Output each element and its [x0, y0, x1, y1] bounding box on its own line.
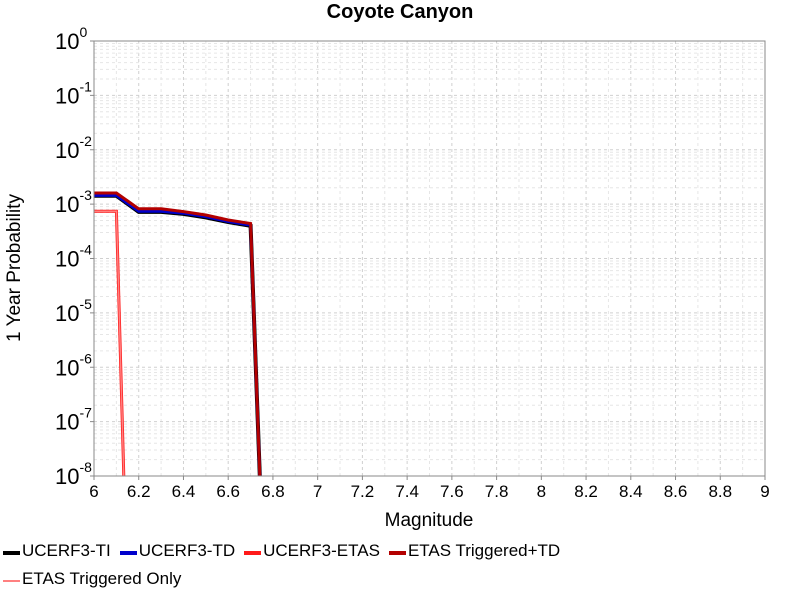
y-tick-label: 100	[55, 24, 87, 54]
chart: Coyote Canyon 6 6.2 6.4 6.6 6.8 7 7.2 7.4 7.6 7.8…	[4, 1, 770, 531]
legend-swatch	[388, 551, 406, 555]
x-tick-label: 8.8	[708, 482, 732, 501]
legend-label: ETAS Triggered+TD	[407, 541, 561, 560]
y-tick-label: 10-8	[55, 459, 92, 489]
x-tick-label: 7.6	[440, 482, 464, 501]
legend-item: UCERF3-ETAS	[241, 541, 380, 561]
y-tick-label: 10-1	[55, 78, 92, 108]
series-line-etas-triggered-only	[94, 210, 125, 476]
y-tick-label: 10-3	[55, 187, 92, 217]
x-tick-label: 6	[89, 482, 98, 501]
x-tick-label: 7.8	[485, 482, 509, 501]
legend-swatch	[3, 551, 20, 555]
grid	[93, 41, 766, 477]
x-tick-label: 8.2	[574, 482, 598, 501]
y-tick-label: 10-4	[55, 242, 92, 272]
chart-title: Coyote Canyon	[327, 1, 474, 23]
x-axis-label: Magnitude	[385, 510, 474, 531]
y-tick-label: 10-7	[55, 405, 92, 435]
y-tick-label: 10-2	[55, 133, 92, 163]
x-tick-label: 6.6	[216, 482, 240, 501]
legend: UCERF3-TI UCERF3-TD UCERF3-ETAS ETAS Tri…	[0, 537, 800, 593]
ticks: 6 6.2 6.4 6.6 6.8 7 7.2 7.4 7.6 7.8 8 8.2 8.4 8.6 8.8 9…	[55, 24, 770, 501]
y-tick-label: 10-6	[55, 350, 92, 380]
legend-swatch	[244, 551, 262, 555]
x-tick-label: 8.6	[664, 482, 688, 501]
legend-label: UCERF3-ETAS	[263, 541, 380, 560]
series-line-ucerf3-td	[94, 193, 262, 476]
legend-label: ETAS Triggered Only	[22, 569, 182, 588]
legend-swatch	[3, 580, 20, 582]
x-tick-label: 6.8	[261, 482, 285, 501]
legend-item: ETAS Triggered Only	[0, 569, 181, 589]
legend-swatch	[119, 551, 137, 555]
x-tick-label: 6.2	[127, 482, 151, 501]
x-tick-label: 7.2	[351, 482, 375, 501]
legend-label: UCERF3-TD	[138, 541, 236, 560]
legend-item: ETAS Triggered+TD	[386, 541, 560, 561]
series-line-etas-triggered-td	[94, 191, 262, 476]
x-tick-label: 9	[760, 482, 769, 501]
plot-frame	[93, 40, 766, 477]
series-group	[94, 191, 262, 476]
legend-label: UCERF3-TI	[22, 541, 111, 560]
y-tick-label: 10-5	[55, 296, 92, 326]
x-tick-label: 8.4	[619, 482, 643, 501]
x-tick-label: 6.4	[172, 482, 196, 501]
x-tick-label: 7.4	[395, 482, 419, 501]
x-tick-label: 7	[313, 482, 322, 501]
legend-item: UCERF3-TD	[117, 541, 235, 561]
x-tick-label: 8	[537, 482, 546, 501]
legend-item: UCERF3-TI	[0, 541, 111, 561]
y-axis-label: 1 Year Probability	[4, 194, 25, 342]
